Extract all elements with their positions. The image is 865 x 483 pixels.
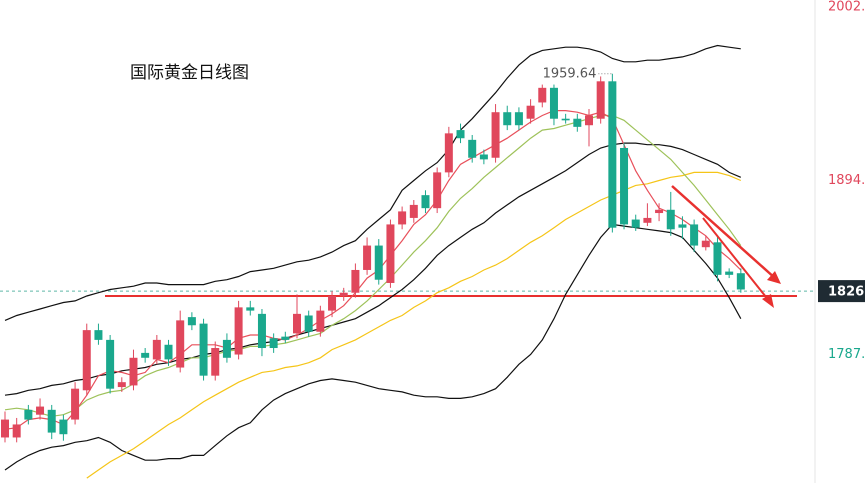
candle-body: [316, 310, 325, 332]
candle-body: [538, 87, 547, 103]
candle-body: [1, 419, 9, 438]
candle-body: [526, 105, 535, 119]
candle-body: [257, 313, 266, 349]
candle-body: [468, 139, 477, 158]
indicator-line: [4, 223, 742, 471]
current-price-label: 1826.: [828, 285, 865, 300]
candle-body: [36, 406, 45, 415]
arrow-head: [762, 294, 774, 308]
candle-body: [141, 352, 150, 358]
indicator-line: [4, 114, 742, 417]
candle-body: [269, 338, 278, 349]
candle-body: [421, 195, 430, 209]
candle-body: [713, 242, 722, 275]
candle-body: [47, 409, 56, 433]
candle-body: [678, 224, 687, 228]
candle-body: [549, 87, 558, 119]
y-tick-label: 1894.: [828, 173, 865, 188]
candle-body: [398, 211, 407, 225]
candle-body: [187, 317, 196, 326]
candle-body: [164, 344, 173, 360]
arrow: [671, 185, 777, 280]
candle-body: [82, 330, 91, 391]
candle-body: [374, 245, 383, 280]
candle-body: [736, 273, 745, 290]
candle-body: [561, 118, 570, 121]
candle-body: [281, 336, 290, 340]
candle-body: [690, 224, 699, 246]
candle-body: [152, 339, 161, 360]
candle-body: [725, 271, 734, 275]
candle-body: [222, 339, 231, 358]
candle-body: [211, 348, 220, 376]
candle-body: [596, 81, 605, 119]
candle-body: [94, 330, 103, 340]
candle-body: [363, 245, 372, 270]
arrow-head: [767, 271, 781, 284]
candle-body: [386, 224, 395, 283]
candle-body: [176, 320, 185, 368]
candle-body: [351, 269, 360, 293]
chart-title: 国际黄金日线图: [130, 63, 249, 83]
indicator-line: [4, 44, 741, 321]
candle-body: [503, 112, 512, 126]
candle-body: [666, 209, 675, 230]
y-tick-label: 2002.: [828, 0, 865, 15]
candle-body: [631, 219, 640, 228]
candle-body: [701, 240, 710, 248]
candle-body: [479, 154, 488, 160]
indicator-line: [4, 110, 742, 430]
candle-body: [328, 295, 337, 311]
trend-arrows: [671, 185, 781, 308]
candle-body: [106, 339, 115, 389]
candle-body: [339, 292, 348, 296]
high-annotation: 1959.64: [543, 66, 597, 81]
candle-body: [117, 382, 126, 388]
candle-body: [24, 409, 33, 420]
arrow: [702, 217, 771, 303]
candle-body: [491, 112, 500, 158]
y-tick-label: 1787.: [828, 347, 865, 362]
candle-body: [59, 419, 68, 435]
candle-body: [573, 118, 582, 127]
indicator-line: [86, 171, 742, 479]
candle-body: [585, 115, 593, 126]
current-price-box: [818, 280, 865, 303]
candle-body: [12, 424, 21, 438]
candle-body: [246, 307, 255, 311]
candle-body: [444, 133, 453, 173]
candle-body: [608, 81, 617, 228]
candle-body: [293, 313, 301, 334]
candle-body: [409, 204, 418, 218]
candle-body: [129, 357, 138, 386]
candle-body: [643, 217, 652, 223]
candle-body: [514, 112, 523, 126]
indicator-line: [4, 142, 742, 396]
candle-body: [456, 130, 465, 139]
candle-body: [655, 209, 664, 214]
candle-body: [234, 307, 243, 355]
candle-body: [620, 147, 629, 225]
candle-body: [304, 315, 313, 332]
candle-body: [199, 323, 208, 376]
candle-body: [71, 388, 80, 420]
candle-body: [433, 172, 442, 209]
